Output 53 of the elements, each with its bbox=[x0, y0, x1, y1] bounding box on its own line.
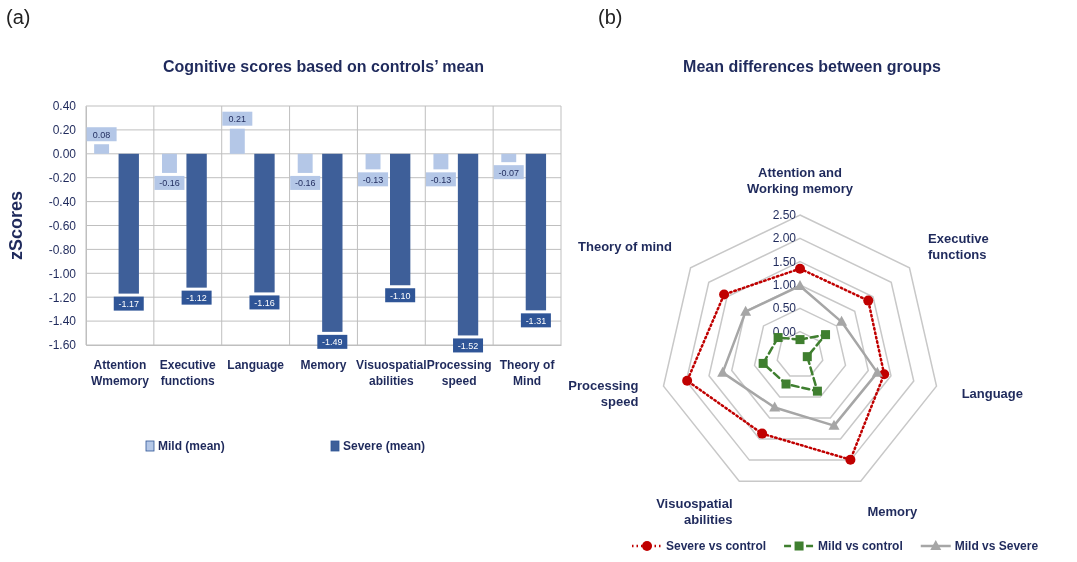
x-tick-label: Attention Wmemory bbox=[90, 358, 150, 388]
x-tick-label: Theory of Mind bbox=[499, 358, 556, 388]
x-tick-label: Processing speed bbox=[426, 358, 492, 388]
y-axis-title: zScores bbox=[6, 190, 26, 261]
data-label: -0.13 bbox=[430, 174, 452, 185]
data-label: 0.08 bbox=[92, 129, 111, 140]
data-label: -1.10 bbox=[389, 290, 411, 301]
data-label: -1.31 bbox=[525, 315, 547, 326]
text: (a) bbox=[6, 6, 31, 28]
spoke-label: Language bbox=[961, 385, 1024, 401]
spoke-label: Attention and Working memory bbox=[747, 165, 854, 196]
chart-title: Mean differences between groups bbox=[683, 58, 942, 75]
x-tick-label: Executive functions bbox=[159, 358, 217, 388]
data-label: 0.21 bbox=[228, 114, 247, 125]
y-tick-label: -0.60 bbox=[48, 218, 77, 233]
data-label: -0.16 bbox=[294, 178, 316, 189]
spoke-label: Memory bbox=[867, 503, 919, 519]
y-tick-label: 0.00 bbox=[52, 147, 77, 162]
y-tick-label: 2.00 bbox=[772, 231, 797, 246]
x-tick-label: Memory bbox=[300, 358, 347, 372]
x-tick-label: Language bbox=[227, 358, 285, 372]
data-label: -1.52 bbox=[457, 340, 479, 351]
y-tick-label: 0.20 bbox=[52, 123, 77, 138]
data-label: -0.07 bbox=[498, 167, 520, 178]
y-tick-label: 1.50 bbox=[772, 254, 797, 269]
legend-label: Mild vs Severe bbox=[954, 539, 1039, 553]
y-tick-label: -1.40 bbox=[48, 314, 77, 329]
data-label: -1.12 bbox=[186, 293, 207, 304]
data-label: -1.49 bbox=[322, 337, 343, 348]
y-tick-label: 2.50 bbox=[772, 208, 797, 222]
legend-label: Mild vs control bbox=[818, 539, 903, 553]
data-label: -1.17 bbox=[118, 299, 140, 310]
y-tick-label: 0.40 bbox=[52, 99, 77, 114]
y-tick-label: -1.20 bbox=[48, 290, 77, 305]
data-label: -1.16 bbox=[254, 297, 275, 308]
y-tick-label: 1.00 bbox=[772, 278, 797, 292]
y-tick-label: 0.50 bbox=[772, 301, 797, 316]
y-tick-label: -1.60 bbox=[48, 338, 77, 353]
x-tick-label: Visuospatial abilities bbox=[356, 358, 427, 388]
text: (b) bbox=[598, 6, 623, 28]
legend-label: Severe vs control bbox=[666, 539, 767, 553]
legend-label: Mild (mean) bbox=[158, 439, 225, 453]
spoke-label: Visuospatial abilities bbox=[656, 495, 733, 527]
data-label: -0.13 bbox=[362, 174, 384, 185]
y-tick-label: -0.40 bbox=[48, 194, 77, 209]
chart-title: Cognitive scores based on controls’ mean bbox=[163, 58, 484, 75]
y-tick-label: -1.00 bbox=[48, 266, 77, 281]
data-label: -0.16 bbox=[159, 178, 180, 189]
legend-label: Severe (mean) bbox=[343, 439, 426, 453]
y-tick-label: -0.80 bbox=[48, 242, 77, 257]
y-tick-label: -0.20 bbox=[48, 171, 77, 186]
spoke-label: Executive functions bbox=[928, 230, 989, 262]
spoke-label: Theory of mind bbox=[578, 238, 673, 254]
